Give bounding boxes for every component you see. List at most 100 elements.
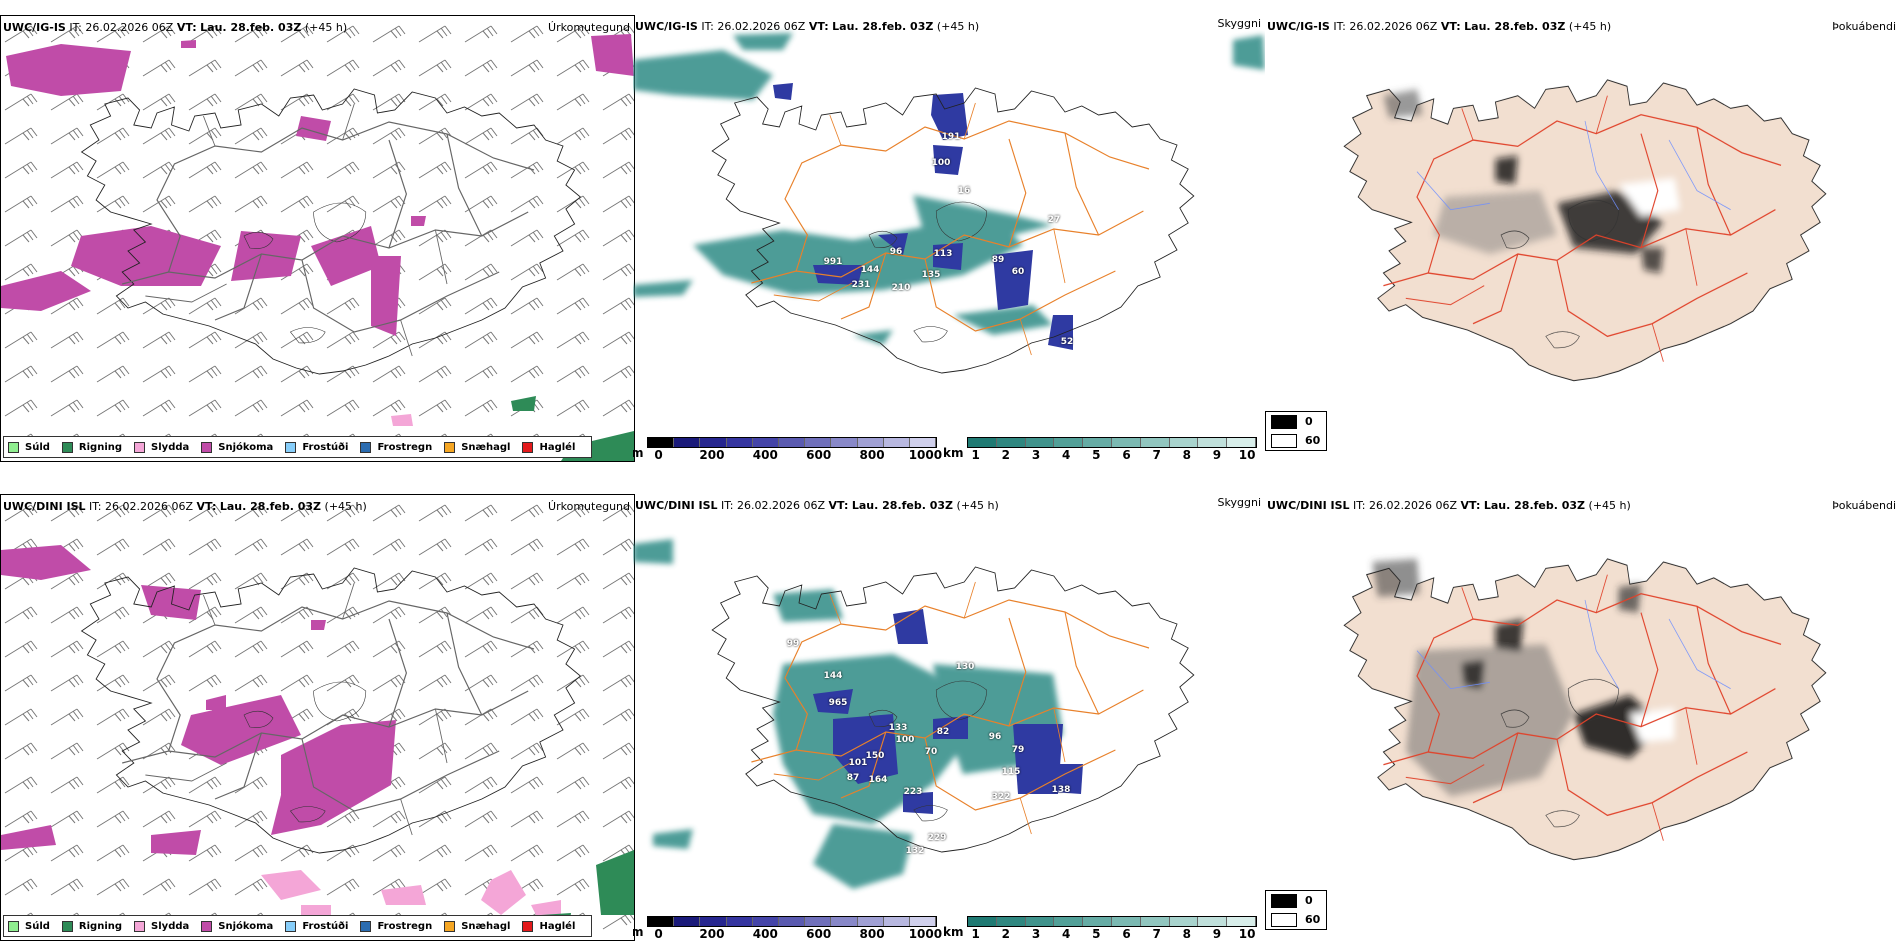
cloudbase-ticks: 0 200 400 600 800 1000 <box>647 927 942 939</box>
vt-label: VT: <box>1460 499 1481 512</box>
model-name: UWC/DINI ISL <box>635 499 718 512</box>
legend-swatch <box>201 441 213 453</box>
cloud-label: 144 <box>860 265 880 275</box>
fog-title-row1: Þokuábendi <box>1832 20 1896 33</box>
colorbar-tick: 3 <box>1031 927 1041 939</box>
colorbar-tick: 0 <box>654 448 663 460</box>
colorbar-segment <box>648 917 675 926</box>
cloud-label: 135 <box>921 270 941 280</box>
colorbar-segment <box>805 438 832 447</box>
vt-value: Lau. 28.feb. 03Z <box>1483 499 1586 512</box>
colorbar-segment <box>857 438 884 447</box>
clouds-panel-row1: UWC/IG-IS IT: 26.02.2026 06Z VT: Lau. 28… <box>633 15 1265 460</box>
header-row2-fog: UWC/DINI ISL IT: 26.02.2026 06Z VT: Lau.… <box>1267 499 1631 512</box>
cloudbase-bar <box>647 437 937 448</box>
legend-item-sudl: Súld <box>8 441 50 453</box>
cloud-label: 164 <box>868 775 888 785</box>
colorbar-tick: 4 <box>1061 927 1071 939</box>
precip-legend-row2: Súld Rigning Slydda Snjókoma Frostúði Fr… <box>3 915 593 937</box>
colorbar-segment <box>752 438 779 447</box>
cloud-label: 965 <box>828 698 848 708</box>
forecast-offset: (+45 h) <box>1568 20 1612 33</box>
colorbar-segment <box>805 917 832 926</box>
colorbar-tick: 0 <box>654 927 663 939</box>
colorbar-segment <box>1083 917 1112 926</box>
legend-swatch <box>61 920 73 932</box>
header-row1-fog: UWC/IG-IS IT: 26.02.2026 06Z VT: Lau. 28… <box>1267 20 1611 33</box>
cloud-label: 82 <box>936 727 950 737</box>
cloud-label: 115 <box>1001 767 1021 777</box>
colorbar-tick: 400 <box>752 448 778 460</box>
legend-swatch <box>8 441 19 453</box>
visibility-bar <box>967 916 1257 927</box>
model-name: UWC/IG-IS <box>3 21 66 34</box>
precip-panel-row2: UWC/DINI ISL IT: 26.02.2026 06Z VT: Lau.… <box>0 494 635 941</box>
colorbar-tick: 800 <box>859 448 885 460</box>
colorbar-tick: 8 <box>1182 448 1191 460</box>
colorbar-tick: 9 <box>1212 448 1222 460</box>
colorbar-tick: 9 <box>1212 927 1222 939</box>
legend-swatch <box>134 441 146 453</box>
it-value: 26.02.2026 06Z <box>1349 20 1438 33</box>
vt-value: Lau. 28.feb. 03Z <box>851 499 954 512</box>
visibility-unit: km <box>943 446 964 460</box>
clouds-title-row2: Skyggni <box>1217 496 1261 509</box>
colorbar-segment <box>700 438 727 447</box>
colorbar-tick: 7 <box>1152 927 1161 939</box>
colorbar-tick: 4 <box>1061 448 1071 460</box>
colorbar-segment <box>1140 917 1170 926</box>
colorbar-segment <box>1083 438 1112 447</box>
cloud-label: 130 <box>955 662 975 672</box>
legend-item-sudl: Súld <box>8 920 50 932</box>
precip-map-row1 <box>1 16 634 461</box>
fog-legend-item: 60 <box>1266 431 1326 450</box>
cloud-label: 229 <box>927 833 947 843</box>
it-value: 26.02.2026 06Z <box>105 500 194 513</box>
legend-item-frostregn: Frostregn <box>360 441 432 453</box>
clouds-panel-row2: UWC/DINI ISL IT: 26.02.2026 06Z VT: Lau.… <box>633 494 1265 939</box>
cloud-label: 96 <box>988 732 1002 742</box>
vt-value: Lau. 28.feb. 03Z <box>1464 20 1566 33</box>
model-name: UWC/DINI ISL <box>3 500 86 513</box>
colorbar-segment <box>968 917 997 926</box>
legend-item-frostregn: Frostregn <box>360 920 432 932</box>
cloudbase-unit: m <box>633 446 644 460</box>
legend-item-frostudi: Frostúði <box>285 441 348 453</box>
legend-item-slydda: Slydda <box>134 920 189 932</box>
legend-swatch <box>201 920 213 932</box>
colorbar-segment <box>700 917 727 926</box>
cloud-label: 79 <box>1011 745 1025 755</box>
colorbar-tick: 800 <box>859 927 885 939</box>
forecast-offset: (+45 h) <box>936 20 980 33</box>
colorbar-segment <box>1169 438 1199 447</box>
colorbar-segment <box>674 917 701 926</box>
colorbar-segment <box>1054 917 1084 926</box>
colorbar-tick: 10 <box>1238 448 1256 460</box>
visibility-ticks: 1 2 3 4 5 6 7 8 9 10 <box>967 448 1257 460</box>
precip-legend-row1: Súld Rigning Slydda Snjókoma Frostúði Fr… <box>3 436 593 458</box>
legend-swatch <box>360 441 372 453</box>
cloudbase-colorbar-row1: m 0 200 400 600 800 1000 <box>633 437 942 460</box>
fog-swatch <box>1271 912 1297 927</box>
legend-item-snaehagl: Snæhagl <box>444 441 510 453</box>
legend-item-slydda: Slydda <box>134 441 189 453</box>
vt-label: VT: <box>196 500 217 513</box>
colorbar-tick: 5 <box>1092 448 1101 460</box>
legend-swatch <box>61 441 73 453</box>
header-row1-precip: UWC/IG-IS IT: 26.02.2026 06Z VT: Lau. 28… <box>3 21 347 34</box>
it-value: 26.02.2026 06Z <box>717 20 806 33</box>
colorbar-segment <box>726 917 753 926</box>
colorbar-tick: 400 <box>752 927 778 939</box>
colorbar-tick: 2 <box>1001 927 1011 939</box>
cloud-label: 150 <box>865 751 885 761</box>
colorbar-segment <box>968 438 997 447</box>
fog-map-row1 <box>1265 15 1900 460</box>
colorbar-segment <box>1025 438 1055 447</box>
cloudbase-unit: m <box>633 925 644 939</box>
cloud-label: 60 <box>1011 267 1025 277</box>
cloud-label: 52 <box>1060 337 1074 347</box>
visibility-unit: km <box>943 925 964 939</box>
fog-panel-row2: UWC/DINI ISL IT: 26.02.2026 06Z VT: Lau.… <box>1265 494 1900 939</box>
fog-title-row2: Þokuábendi <box>1832 499 1896 512</box>
cloud-label: 322 <box>991 792 1011 802</box>
